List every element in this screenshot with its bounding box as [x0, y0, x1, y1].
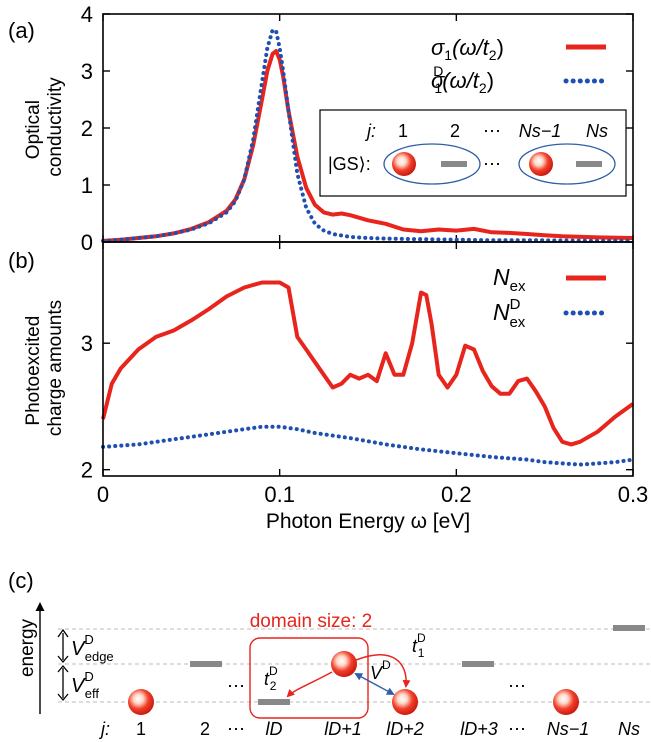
schematic-ellipsis-2: ⋯ — [508, 719, 526, 739]
series-dotted-line-a — [101, 28, 635, 243]
site-lD-plus-2-particle — [392, 689, 418, 715]
panel-label-c: (c) — [8, 568, 34, 593]
y-tick-label-a: 0 — [81, 230, 93, 255]
panel-a: (a) Optical conductivity 0 1 2 3 4 σ1(ω/t2) … — [8, 2, 635, 255]
y-axis-label-b-line1: Photoexcited — [23, 316, 44, 426]
legend-a-solid-label: σ1(ω/t2) — [431, 35, 504, 63]
y-axis-label-a-line2: conductivity — [45, 77, 66, 177]
v-edge-label: VD edge — [71, 632, 114, 664]
legend-a-dotted-label: σD 1(ω/t2) — [431, 63, 494, 96]
schematic-site-lD: lD — [266, 719, 283, 739]
y-tick-label-a: 2 — [81, 116, 93, 141]
site-2-level — [190, 661, 222, 667]
x-tick-label: 0.1 — [264, 482, 295, 507]
legend-b-dotted-label: ND ex — [493, 296, 526, 331]
inset-site-ns-minus-1: Ns−1 — [519, 121, 562, 141]
schematic-site-lD-plus-2: lD+2 — [386, 719, 424, 739]
inset-site-ns: Ns — [586, 121, 608, 141]
site-lD-plus-3-level — [462, 661, 494, 667]
inset-empty-site-right — [576, 161, 602, 167]
inset-dimer-ellipse-left — [383, 143, 481, 185]
v-eff-arrowhead-top — [57, 664, 69, 673]
site-lD-level — [258, 699, 290, 705]
inset-site-2: 2 — [450, 121, 460, 141]
plot-area-b — [101, 280, 635, 467]
legend-b: Nex ND ex — [493, 264, 609, 331]
inset-j-label: j: — [364, 121, 376, 141]
v-edge-arrowhead-top — [57, 628, 69, 638]
panel-c: (c) energy VD edge VD eff ⋯ domain size: 2… — [8, 568, 651, 739]
t1-label: tD 1 — [412, 631, 426, 660]
v-eff-label: VD eff — [71, 669, 99, 701]
domain-size-label: domain size: 2 — [250, 611, 373, 632]
y-axis-label-b-line2: charge amounts — [45, 300, 66, 436]
y-axis-label-b: Photoexcited charge amounts — [23, 300, 66, 436]
inset-particle-left — [392, 152, 416, 176]
inset-ellipsis: ⋯ — [483, 154, 501, 174]
x-axis-label: Photon Energy ω [eV] — [266, 510, 470, 533]
inset-empty-site-left — [441, 161, 467, 167]
x-tick-label: 0.3 — [618, 482, 649, 507]
frame-b — [102, 241, 634, 477]
v-edge-arrowhead-bottom — [57, 655, 69, 664]
ellipsis-right: ⋯ — [508, 676, 526, 696]
schematic-j-label: j: — [98, 719, 110, 739]
panel-label-a: (a) — [8, 18, 35, 43]
t2-hopping-arrow — [286, 671, 333, 698]
site-ns-level — [613, 625, 645, 631]
schematic-site-2: 2 — [200, 719, 210, 739]
v-eff-arrowhead-bottom — [57, 693, 69, 702]
schematic-site-ns: Ns — [618, 719, 640, 739]
inset-site-ellipsis: ⋯ — [483, 121, 501, 141]
series-dotted-line-b — [101, 424, 635, 467]
ellipsis-left: ⋯ — [227, 676, 245, 696]
schematic-site-lD-plus-3: lD+3 — [460, 719, 498, 739]
schematic-site-1: 1 — [136, 719, 146, 739]
vd-label: VD — [370, 658, 391, 683]
site-ns-minus-1-particle — [553, 689, 579, 715]
inset-ground-state: j: 1 2 ⋯ Ns−1 Ns |GS⟩: ⋯ — [319, 109, 627, 197]
schematic-ellipsis-1: ⋯ — [227, 719, 245, 739]
panel-label-b: (b) — [8, 248, 35, 273]
y-axis-label-a-line1: Optical — [23, 100, 44, 159]
y-tick-label-b: 2 — [81, 458, 93, 483]
x-tick-label: 0.2 — [441, 482, 472, 507]
series-solid-line-b — [101, 280, 635, 447]
site-1-particle — [128, 689, 154, 715]
inset-site-1: 1 — [398, 121, 408, 141]
y-tick-label-a: 4 — [81, 2, 93, 27]
legend-a: σ1(ω/t2) σD 1(ω/t2) — [431, 35, 609, 96]
x-tick-label: 0 — [97, 482, 109, 507]
inset-dimer-ellipse-right — [518, 143, 616, 185]
t2-label: tD 2 — [264, 664, 278, 693]
energy-axis-label: energy — [17, 618, 38, 677]
t1-hopping-arrow — [355, 654, 411, 688]
ticks-b: 2 3 0 0.1 0.2 0.3 — [81, 242, 649, 507]
schematic-site-ns-minus-1: Ns−1 — [547, 719, 590, 739]
site-lD-plus-1-particle — [331, 651, 357, 677]
schematic-site-lD-plus-1: lD+1 — [324, 719, 362, 739]
y-tick-label-a: 3 — [81, 59, 93, 84]
y-tick-label-a: 1 — [81, 173, 93, 198]
panel-b: (b) Photoexcited charge amounts 2 3 0 0.1 0.… — [8, 241, 649, 533]
plot-area-a — [101, 28, 635, 243]
inset-particle-right — [529, 152, 553, 176]
vd-interaction-arrow — [354, 673, 395, 695]
y-tick-label-b: 3 — [81, 331, 93, 356]
y-axis-label-a: Optical conductivity — [23, 77, 66, 177]
inset-gs-label: |GS⟩: — [328, 154, 371, 174]
legend-b-solid-label: Nex — [493, 264, 526, 295]
